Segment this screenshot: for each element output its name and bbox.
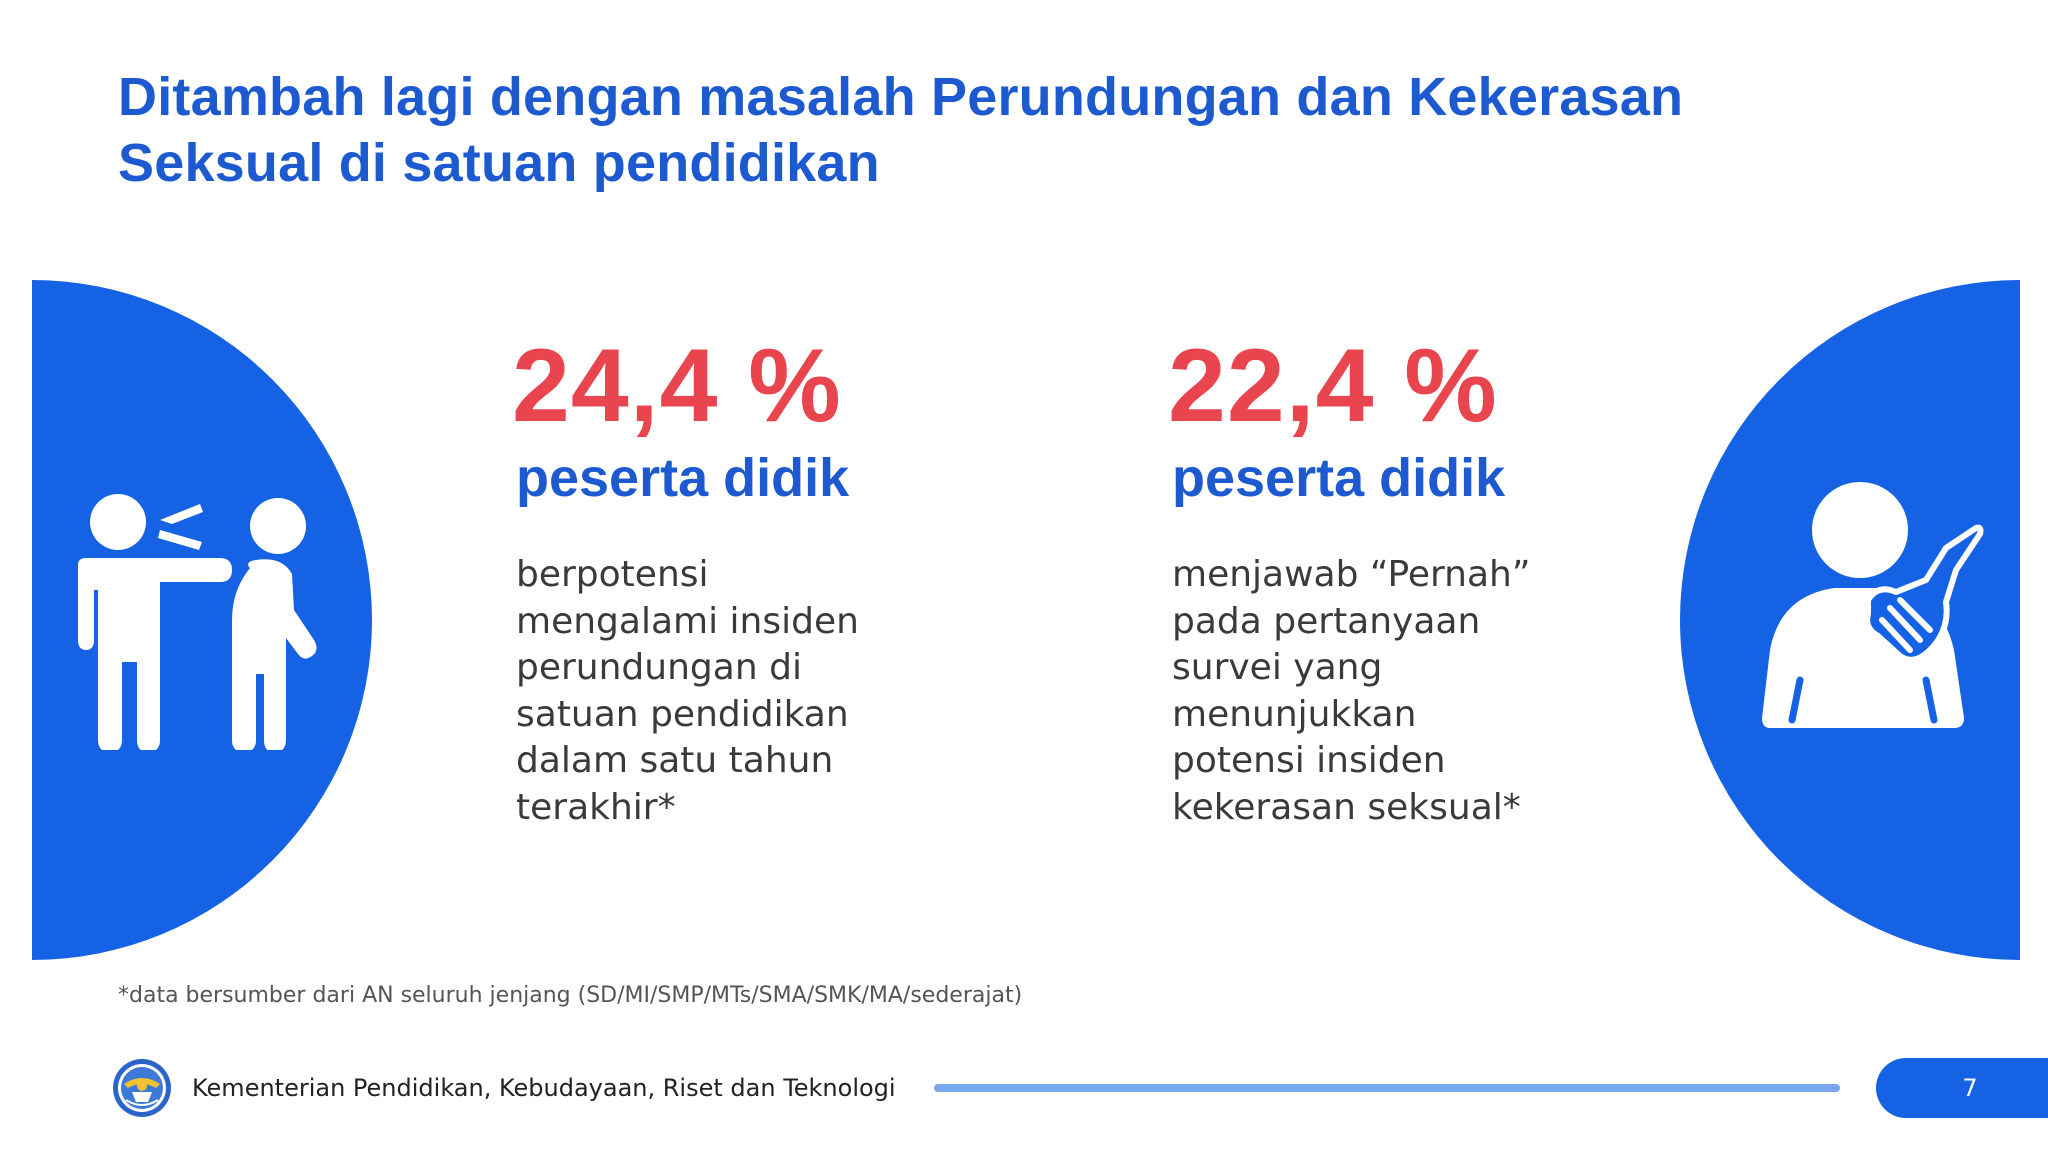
tut-wuri-handayani-logo — [113, 1059, 171, 1117]
footer-organization: Kementerian Pendidikan, Kebudayaan, Rise… — [192, 1074, 896, 1102]
page-number: 7 — [1962, 1074, 1978, 1102]
footnote: *data bersumber dari AN seluruh jenjang … — [118, 983, 1023, 1008]
stat-description-line: berpotensi — [516, 554, 709, 595]
stat-description-line: menjawab “Pernah” — [1172, 554, 1531, 595]
stat-description-line: dalam satu tahun — [516, 740, 834, 781]
slide-title: Ditambah lagi dengan masalah Perundungan… — [118, 64, 1818, 196]
slide-title-line-1: Ditambah lagi dengan masalah Perundungan… — [118, 67, 1684, 127]
stat-sexual-violence: 22,4 % peserta didik menjawab “Pernah” p… — [1168, 330, 1608, 831]
stat-subtitle: peserta didik — [516, 448, 850, 508]
slide-title-line-2: Seksual di satuan pendidikan — [118, 133, 880, 193]
stat-description-line: potensi insiden — [1172, 740, 1446, 781]
stat-description-line: terakhir* — [516, 786, 676, 828]
stat-description-line: menunjukkan — [1172, 693, 1417, 735]
stat-bullying: 24,4 % peserta didik berpotensi mengalam… — [512, 330, 952, 831]
stat-description-line: perundungan di — [516, 647, 802, 688]
stat-description-line: pada pertanyaan — [1172, 600, 1481, 642]
stat-description-line: survei yang — [1172, 647, 1383, 688]
stat-value: 22,4 % — [1168, 328, 1498, 444]
footer-divider — [934, 1084, 1840, 1092]
stat-description: menjawab “Pernah” pada pertanyaan survei… — [1172, 552, 1592, 831]
stat-description-line: mengalami insiden — [516, 600, 859, 642]
stat-subtitle: peserta didik — [1172, 448, 1506, 508]
bullying-icon — [78, 494, 317, 750]
stat-value: 24,4 % — [512, 328, 842, 444]
sexual-harassment-icon — [1762, 482, 1984, 728]
stat-description-line: kekerasan seksual* — [1172, 786, 1521, 828]
stat-description-line: satuan pendidikan — [516, 693, 849, 735]
page-number-badge — [1876, 1058, 2048, 1118]
stat-description: berpotensi mengalami insiden perundungan… — [516, 552, 936, 831]
